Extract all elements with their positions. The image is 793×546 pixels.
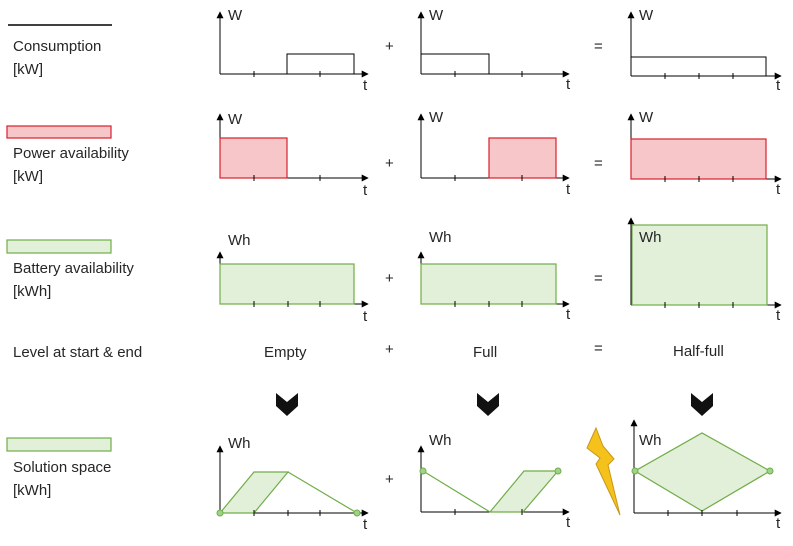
consumption-chart-2 [417, 11, 570, 78]
power-legend-swatch [6, 125, 112, 139]
power-chart-2 [417, 113, 570, 182]
consumption-chart-result [627, 11, 782, 80]
time-axis-label: t [363, 182, 368, 199]
time-axis-label: t [363, 516, 368, 533]
time-axis-label: t [776, 77, 781, 94]
level-full: Full [473, 344, 498, 361]
battery-legend-swatch [6, 239, 112, 254]
power-unit: [kW] [13, 168, 43, 185]
time-axis-label: t [776, 307, 781, 324]
y-axis-label: Wh [228, 435, 251, 452]
time-axis-label: t [363, 77, 368, 94]
chevron-down-icon [477, 393, 499, 416]
battery-unit: [kWh] [13, 283, 52, 300]
y-axis-label: Wh [639, 432, 662, 449]
y-axis-label: W [228, 7, 243, 24]
equals-operator: = [594, 270, 603, 287]
y-axis-label: W [429, 7, 444, 24]
equals-operator: = [594, 38, 603, 55]
consumption-chart-1 [216, 11, 369, 78]
level-half-full: Half-full [673, 343, 724, 360]
equals-operator: = [594, 340, 603, 357]
power-chart-1 [216, 113, 369, 182]
plus-operator: + [385, 155, 394, 172]
y-axis-label: W [639, 7, 654, 24]
time-axis-label: t [776, 181, 781, 198]
equals-operator: = [594, 155, 603, 172]
y-axis-label: W [429, 109, 444, 126]
solution-legend-swatch [6, 437, 112, 452]
battery-chart-1 [216, 251, 369, 308]
time-axis-label: t [566, 181, 571, 198]
plus-operator: + [385, 341, 394, 358]
plus-operator: + [385, 270, 394, 287]
power-chart-result [627, 113, 782, 183]
level-empty: Empty [264, 344, 307, 361]
y-axis-label: Wh [228, 232, 251, 249]
y-axis-label: W [228, 111, 243, 128]
time-axis-label: t [566, 514, 571, 531]
battery-chart-result [627, 217, 782, 309]
level-label: Level at start & end [13, 344, 143, 361]
solution-chart-result [630, 419, 782, 517]
solution-unit: [kWh] [13, 482, 52, 499]
consumption-unit: [kW] [13, 61, 43, 78]
battery-label: Battery availability [13, 260, 134, 277]
lightning-bolt-icon [586, 426, 621, 516]
time-axis-label: t [363, 308, 368, 325]
chevron-down-icon [691, 393, 713, 416]
time-axis-label: t [776, 515, 781, 532]
time-axis-label: t [566, 306, 571, 323]
solution-chart-1 [216, 445, 369, 517]
y-axis-label: Wh [429, 229, 452, 246]
solution-chart-2 [417, 445, 570, 516]
chevron-down-icon [276, 393, 298, 416]
y-axis-label: Wh [429, 432, 452, 449]
solution-label: Solution space [13, 459, 112, 476]
plus-operator: + [385, 38, 394, 55]
plus-operator: + [385, 471, 394, 488]
y-axis-label: W [639, 109, 654, 126]
power-label: Power availability [13, 145, 129, 162]
time-axis-label: t [566, 76, 571, 93]
y-axis-label: Wh [639, 229, 662, 246]
consumption-label: Consumption [13, 38, 102, 55]
battery-chart-2 [417, 251, 570, 308]
